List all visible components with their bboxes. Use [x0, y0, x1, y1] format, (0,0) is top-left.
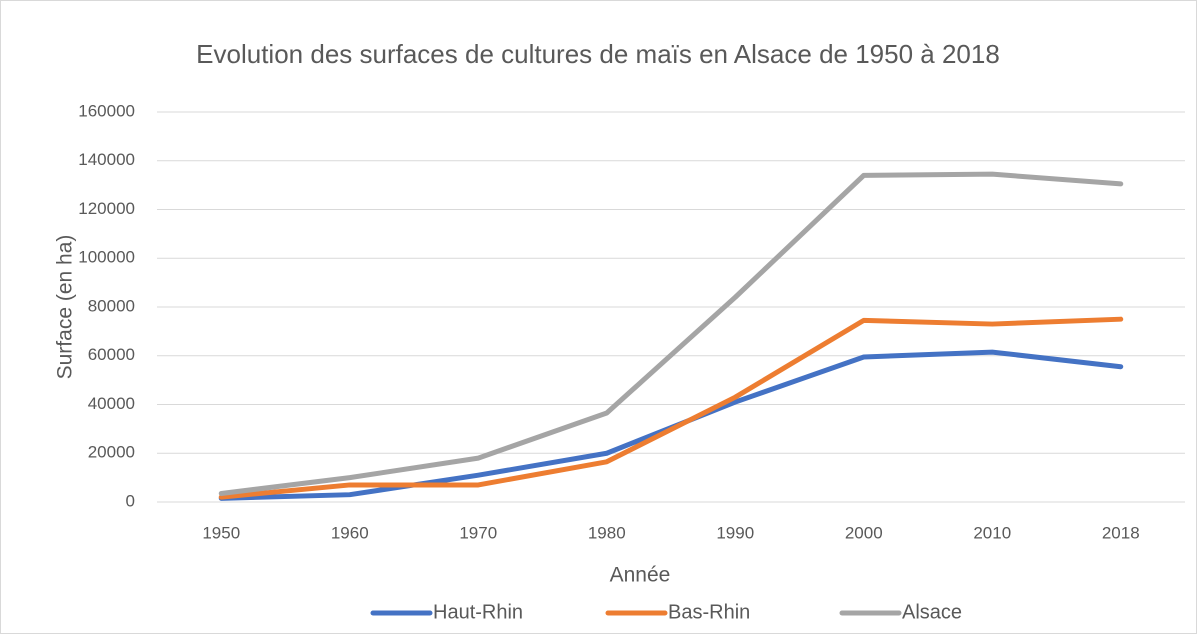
- legend-label: Bas-Rhin: [668, 601, 750, 623]
- y-tick-label: 100000: [78, 248, 135, 267]
- y-tick-label: 140000: [78, 150, 135, 169]
- x-tick-label: 1950: [202, 523, 240, 542]
- x-tick-label: 1970: [459, 523, 497, 542]
- x-tick-label: 1960: [331, 523, 369, 542]
- legend-label: Haut-Rhin: [433, 601, 523, 623]
- y-axis-title: Surface (en ha): [54, 235, 77, 380]
- x-tick-label: 2018: [1102, 523, 1140, 542]
- legend-label: Alsace: [902, 601, 962, 623]
- x-axis-title: Année: [610, 564, 671, 587]
- x-tick-label: 1980: [588, 523, 626, 542]
- x-tick-label: 1990: [716, 523, 754, 542]
- y-tick-label: 20000: [88, 443, 135, 462]
- x-tick-label: 2010: [973, 523, 1011, 542]
- series-line: [218, 316, 1124, 500]
- y-tick-label: 0: [126, 491, 135, 510]
- y-tick-label: 160000: [78, 101, 135, 120]
- y-tick-label: 40000: [88, 394, 135, 413]
- y-tick-label: 60000: [88, 345, 135, 364]
- x-tick-label: 2000: [845, 523, 883, 542]
- y-tick-label: 120000: [78, 199, 135, 218]
- y-tick-label: 80000: [88, 296, 135, 315]
- series-line: [218, 171, 1124, 496]
- chart-title: Evolution des surfaces de cultures de ma…: [196, 39, 1000, 69]
